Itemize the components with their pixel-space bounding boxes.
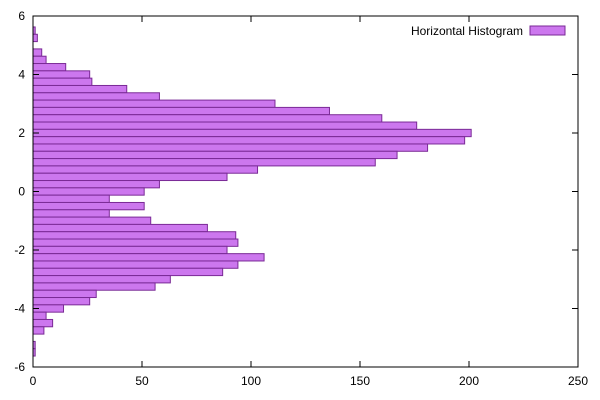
histogram-bar — [32, 209, 110, 218]
legend: Horizontal Histogram — [411, 24, 566, 38]
histogram-bar — [32, 297, 91, 306]
y-tick-label: 2 — [18, 126, 25, 140]
histogram-bar — [32, 318, 54, 328]
histogram-bar — [32, 187, 145, 196]
histogram-bar — [32, 194, 110, 203]
histogram-bar — [32, 282, 156, 291]
histogram-bar — [32, 55, 47, 65]
histogram-bar — [32, 201, 145, 211]
histogram-bar — [32, 238, 239, 247]
histogram-bar — [32, 275, 171, 284]
histogram-bar — [32, 165, 259, 174]
y-tick-label: 4 — [18, 68, 25, 82]
histogram-bar — [32, 289, 97, 299]
y-tick-label: -6 — [14, 360, 25, 374]
x-tick-label: 150 — [350, 374, 370, 388]
histogram-bar — [32, 158, 376, 167]
histogram-bar — [32, 260, 239, 269]
histogram-bar — [32, 99, 276, 108]
histogram-bar — [32, 180, 160, 189]
bars-group — [32, 26, 472, 357]
histogram-bar — [32, 106, 330, 116]
histogram-bar — [32, 33, 38, 43]
x-axis: 0 50 100 150 200 250 — [30, 16, 588, 388]
legend-swatch — [529, 25, 566, 36]
histogram-bar — [32, 216, 152, 225]
histogram-bar — [32, 114, 383, 123]
histogram-bar — [32, 231, 237, 240]
x-tick-label: 250 — [568, 374, 588, 388]
histogram-bar — [32, 48, 43, 57]
x-tick-label: 50 — [135, 374, 149, 388]
legend-label: Horizontal Histogram — [411, 24, 523, 38]
histogram-bar — [32, 77, 93, 86]
histogram-bar — [32, 84, 128, 94]
y-tick-label: 0 — [18, 185, 25, 199]
x-tick-label: 200 — [459, 374, 479, 388]
histogram-bar — [32, 326, 45, 335]
histogram-bar — [32, 245, 228, 255]
histogram-bar — [32, 150, 398, 160]
x-tick-label: 0 — [30, 374, 37, 388]
histogram-bar — [32, 223, 208, 233]
y-tick-label: 6 — [18, 9, 25, 23]
histogram-bar — [32, 143, 429, 152]
histogram-bar — [32, 267, 224, 277]
y-tick-label: -4 — [14, 302, 25, 316]
y-tick-label: -2 — [14, 243, 25, 257]
histogram-bar — [32, 172, 228, 182]
histogram-bar — [32, 92, 160, 101]
histogram-bar — [32, 136, 466, 145]
x-tick-label: 100 — [241, 374, 261, 388]
histogram-bar — [32, 70, 91, 79]
histogram-bar — [32, 121, 418, 130]
y-axis: -6 -4 -2 0 2 4 6 — [14, 9, 578, 374]
histogram-bar — [32, 253, 265, 262]
histogram-bar — [32, 128, 472, 138]
histogram-bar — [32, 311, 47, 320]
histogram-bar — [32, 63, 67, 72]
